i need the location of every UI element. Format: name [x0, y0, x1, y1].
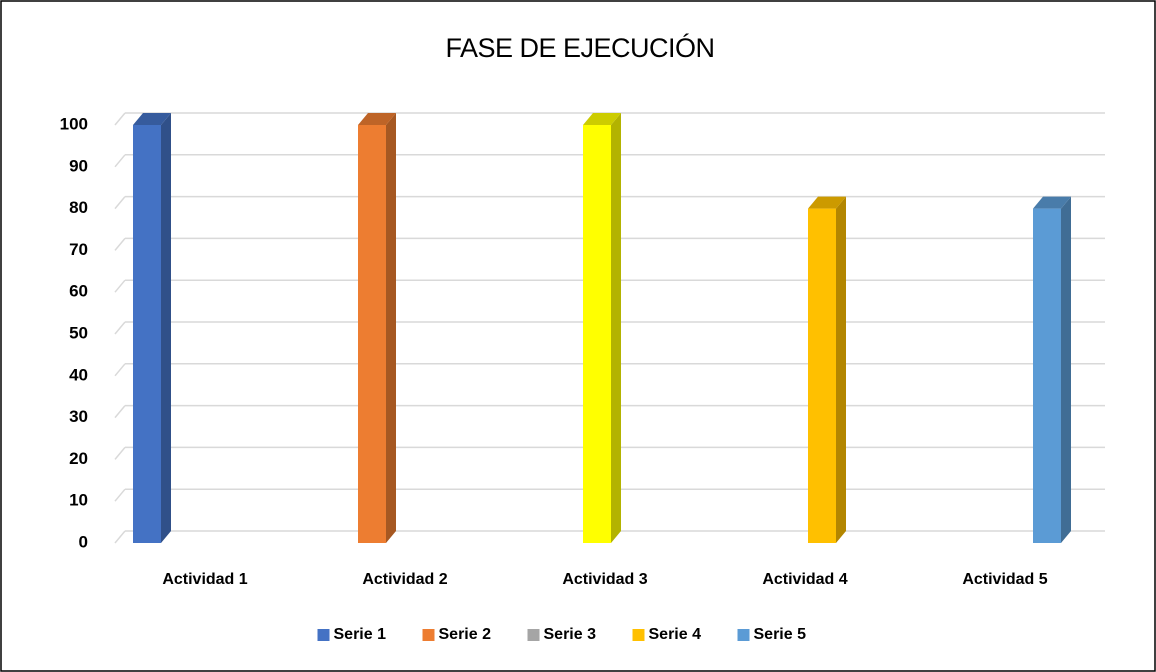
- grid-line-side: [114, 321, 126, 335]
- grid-line-side: [114, 196, 126, 210]
- bar-top: [358, 113, 396, 125]
- grid-line-side: [114, 488, 126, 502]
- grid-line-side: [114, 446, 126, 460]
- bar-side: [161, 113, 171, 543]
- legend-label: Serie 1: [334, 626, 387, 643]
- y-tick-label: 90: [69, 156, 88, 175]
- legend-label: Serie 4: [649, 626, 702, 643]
- y-tick-label: 50: [69, 323, 88, 342]
- x-tick-label: Actividad 2: [362, 571, 447, 588]
- y-tick-label: 80: [69, 198, 88, 217]
- legend-swatch: [632, 629, 645, 641]
- legend-swatch: [527, 629, 540, 641]
- y-tick-label: 100: [60, 114, 88, 133]
- grid-line-side: [114, 530, 126, 544]
- legend-swatch: [317, 629, 330, 641]
- bar-top: [583, 113, 621, 125]
- x-tick-label: Actividad 5: [962, 571, 1047, 588]
- bar-top: [133, 113, 171, 125]
- bar: [808, 208, 836, 543]
- grid-line-side: [114, 279, 126, 293]
- legend-label: Serie 5: [754, 626, 807, 643]
- bar: [1033, 208, 1061, 543]
- x-tick-label: Actividad 4: [762, 571, 847, 588]
- y-tick-label: 60: [69, 282, 88, 301]
- bar-top: [1033, 196, 1071, 209]
- bar-side: [836, 196, 846, 543]
- x-tick-label: Actividad 1: [162, 571, 247, 588]
- legend-swatch: [422, 629, 435, 641]
- y-tick-label: 40: [69, 365, 88, 384]
- legend-label: Serie 2: [439, 626, 492, 643]
- bar-top: [808, 196, 846, 209]
- grid-line-side: [114, 363, 126, 377]
- y-tick-label: 10: [69, 491, 88, 510]
- grid-line-side: [114, 154, 126, 168]
- bar-side: [611, 113, 621, 543]
- bar-side: [1061, 196, 1071, 543]
- x-tick-label: Actividad 3: [562, 571, 647, 588]
- bar: [358, 125, 386, 543]
- legend-swatch: [737, 629, 750, 641]
- bar: [583, 125, 611, 543]
- legend-label: Serie 3: [544, 626, 597, 643]
- grid-line-side: [114, 405, 126, 419]
- y-tick-label: 70: [69, 240, 88, 259]
- y-tick-label: 0: [79, 532, 88, 551]
- grid-line-side: [114, 237, 126, 251]
- bar: [133, 125, 161, 543]
- grid-line-side: [114, 112, 126, 126]
- chart-title: FASE DE EJECUCIÓN: [445, 32, 714, 63]
- y-tick-label: 30: [69, 407, 88, 426]
- y-tick-label: 20: [69, 449, 88, 468]
- bar-side: [386, 113, 396, 543]
